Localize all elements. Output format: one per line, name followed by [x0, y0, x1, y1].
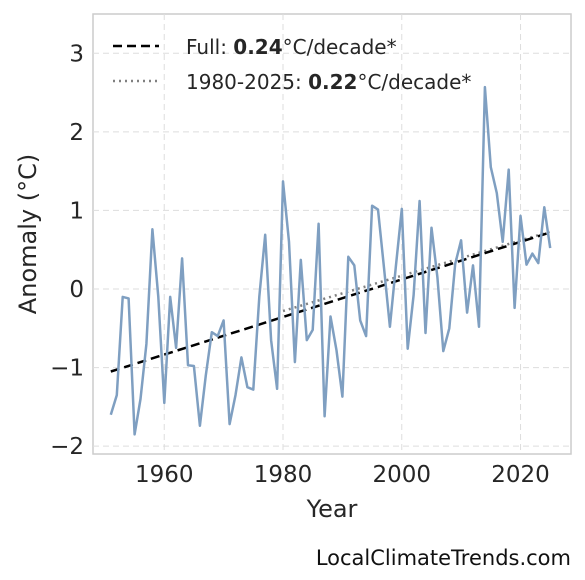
- x-ticks: 1960 1980 2000 2020: [135, 462, 550, 488]
- x-tick-label: 2000: [372, 462, 431, 488]
- plot-area: [92, 13, 572, 455]
- y-ticks: −2 −1 0 1 2 3: [50, 41, 84, 460]
- trend-recent-line: [282, 230, 551, 313]
- legend-full-label: Full: 0.24°C/decade*: [186, 35, 397, 59]
- x-axis-title: Year: [306, 495, 358, 523]
- y-tick-label: 3: [69, 41, 84, 67]
- y-tick-label: −2: [50, 434, 84, 460]
- x-tick-label: 1960: [135, 462, 194, 488]
- legend-recent-label: 1980-2025: 0.22°C/decade*: [186, 70, 471, 94]
- y-tick-label: −1: [50, 356, 84, 382]
- y-tick-label: 1: [69, 198, 84, 224]
- series: [109, 85, 552, 436]
- y-axis-title: Anomaly (°C): [14, 154, 42, 314]
- trend-lines: [110, 230, 551, 373]
- trend-full-line: [110, 231, 551, 373]
- y-tick-label: 0: [69, 277, 84, 303]
- y-tick-label: 2: [69, 120, 84, 146]
- anomaly-series-line: [109, 85, 552, 436]
- legend: Full: 0.24°C/decade* 1980-2025: 0.22°C/d…: [113, 35, 471, 94]
- x-tick-label: 1980: [254, 462, 313, 488]
- watermark: LocalClimateTrends.com: [315, 546, 571, 570]
- x-tick-label: 2020: [491, 462, 550, 488]
